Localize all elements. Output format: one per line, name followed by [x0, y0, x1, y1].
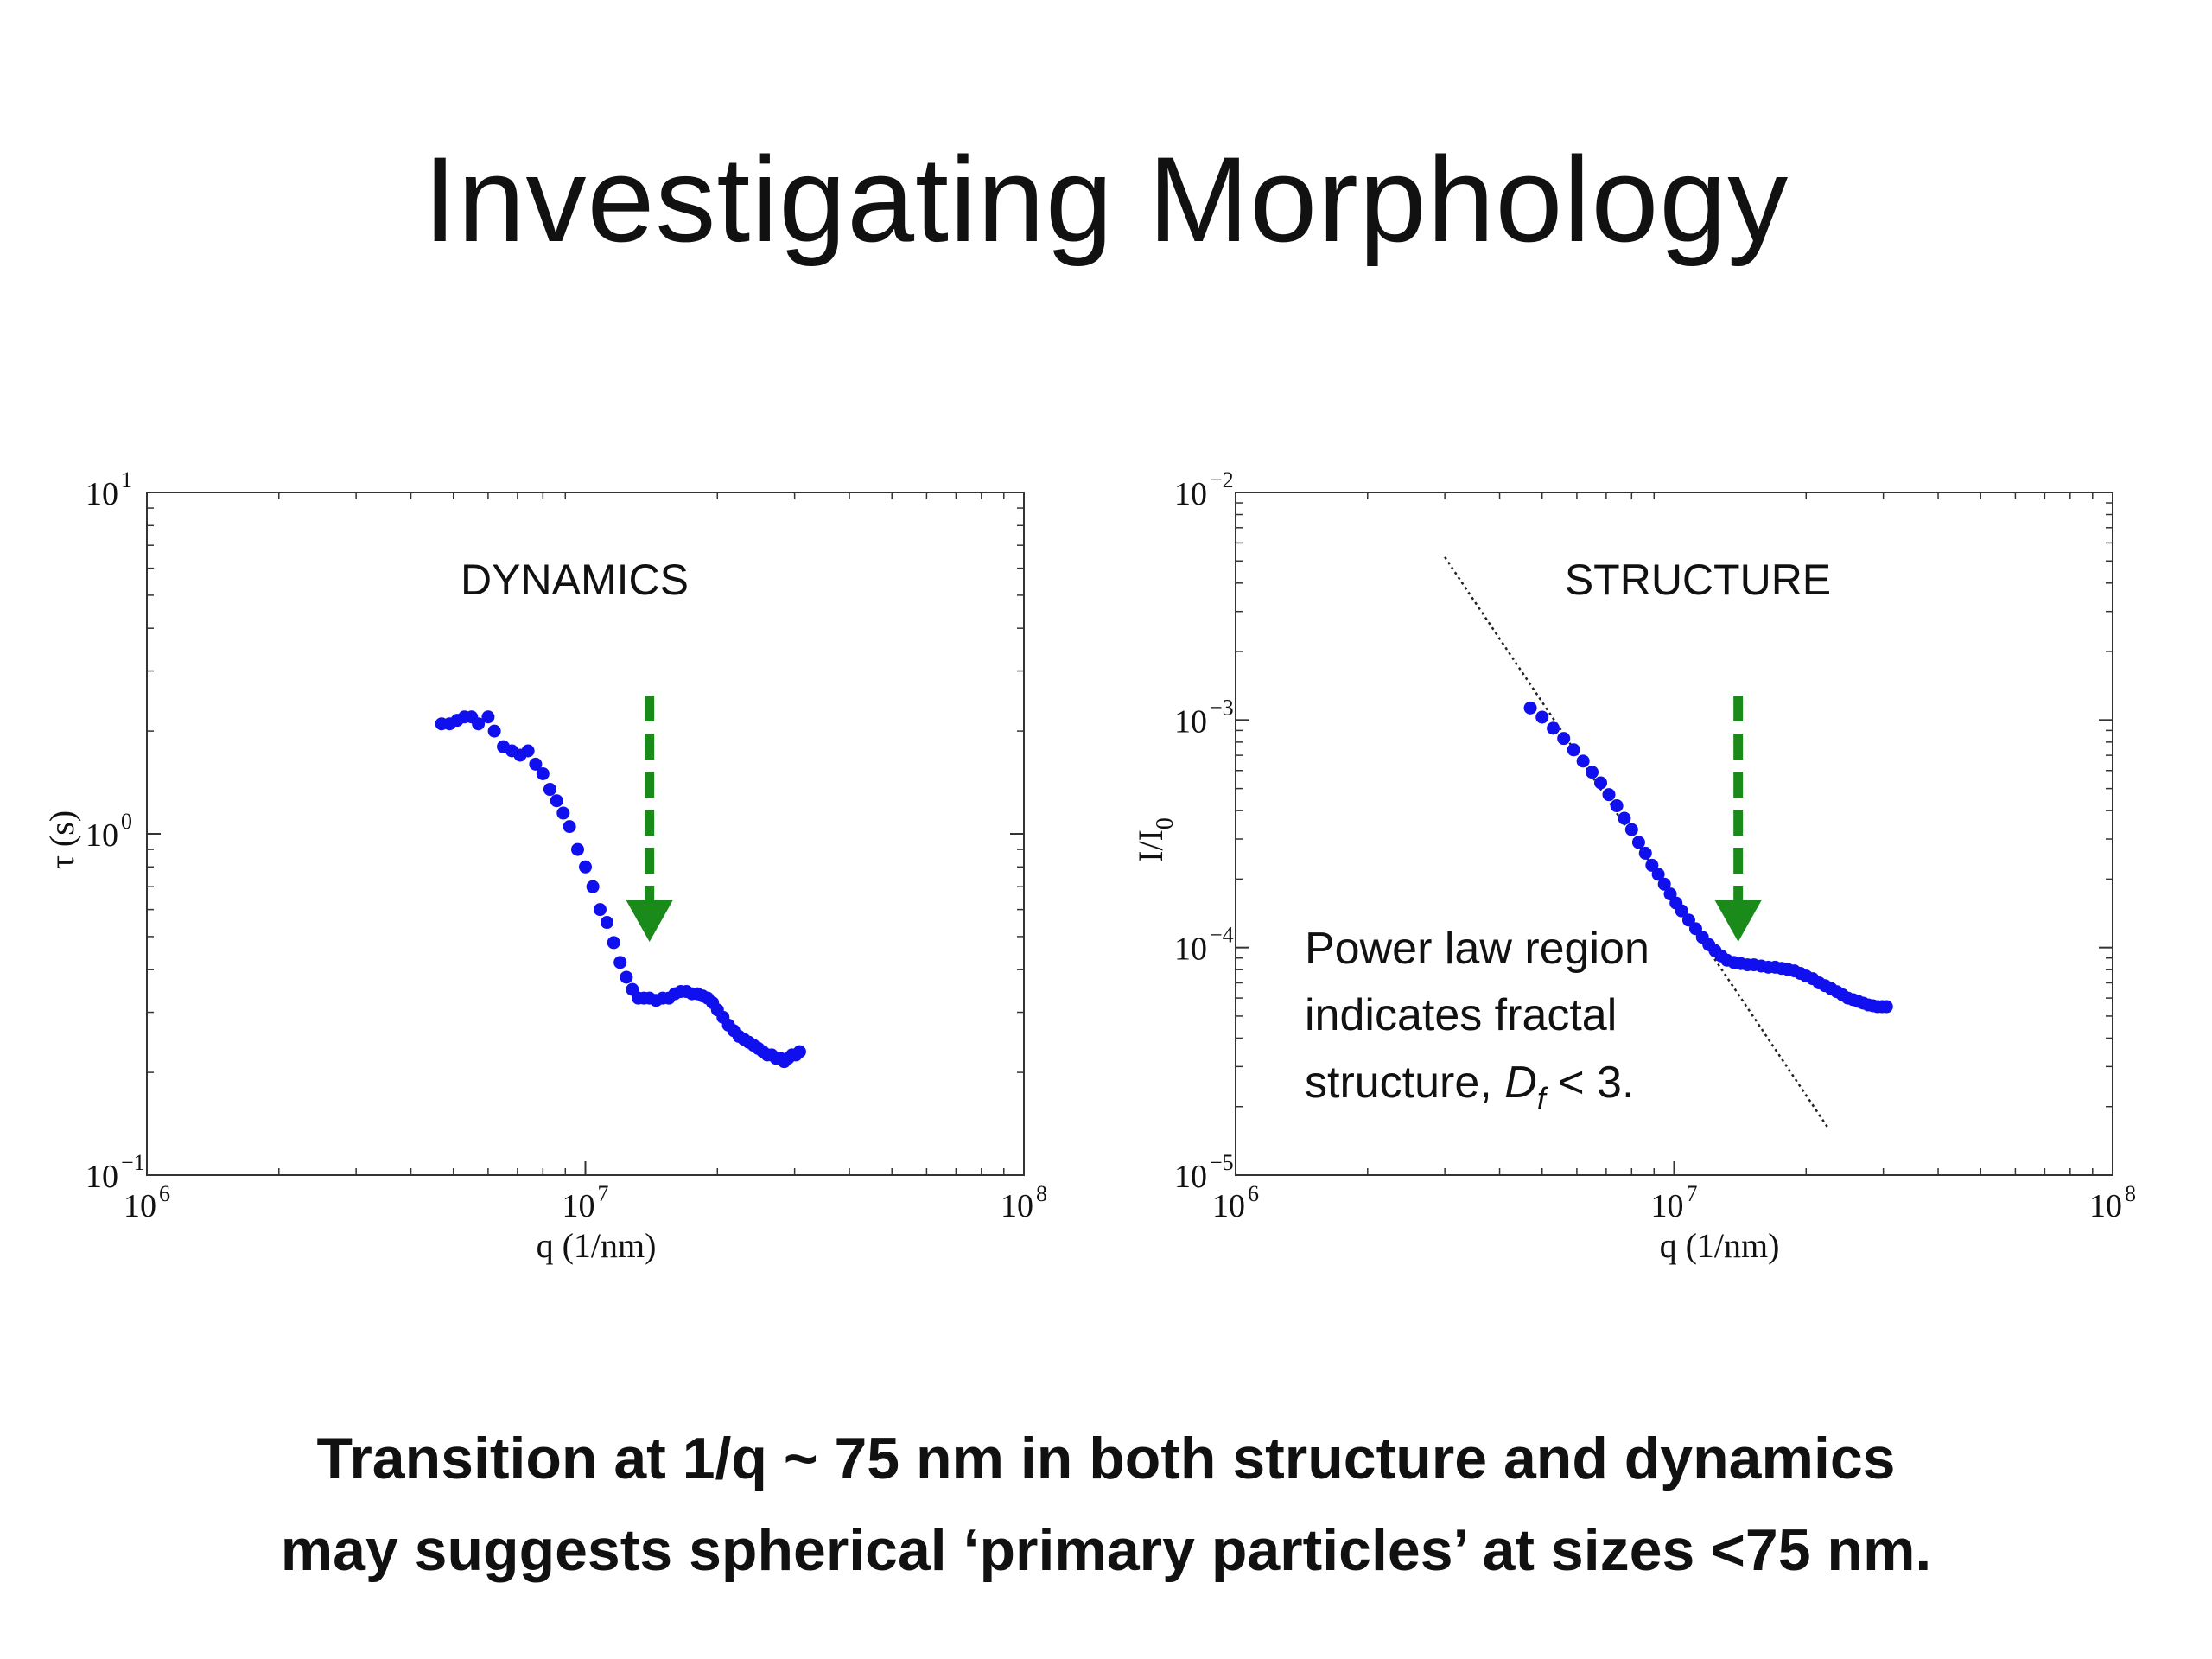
structure-y-tick-exponent: −2 [1210, 467, 1234, 493]
annotation-line-3: structure, Df < 3. [1305, 1058, 1634, 1116]
dynamics-y-tick-exponent: −1 [121, 1150, 145, 1175]
structure-data-point [1675, 904, 1688, 918]
dynamics-data-point [586, 880, 600, 893]
dynamics-data-point [579, 860, 592, 874]
structure-data-point [1879, 1000, 1893, 1014]
dynamics-data-point [571, 842, 585, 856]
structure-y-tick-label: 10 [1174, 931, 1207, 968]
structure-data-point [1593, 776, 1607, 790]
dynamics-x-tick-exponent: 6 [159, 1181, 170, 1206]
dynamics-data-point [543, 783, 556, 797]
structure-x-tick-label: 10 [1212, 1188, 1245, 1224]
structure-chart-title: STRUCTURE [1565, 556, 1831, 604]
structure-x-tick-exponent: 7 [1687, 1181, 1698, 1206]
structure-y-tick-label: 10 [1174, 476, 1207, 512]
dynamics-y-tick-label: 10 [86, 1159, 118, 1195]
dynamics-y-tick-exponent: 1 [121, 467, 132, 493]
caption-line-2: may suggests spherical ‘primary particle… [280, 1517, 1932, 1583]
structure-x-tick-exponent: 8 [2125, 1181, 2136, 1206]
fractal-annotation: Power law region indicates fractal struc… [1305, 924, 1649, 1116]
dynamics-x-tick-label: 10 [124, 1188, 156, 1224]
dynamics-chart: DYNAMICS q (1/nm) τ (s) 10 6 10 7 10 810 −110 0… [42, 467, 1047, 1265]
dynamics-data-point [536, 766, 550, 780]
dynamics-data-point [620, 970, 633, 984]
structure-y-tick-label: 10 [1174, 703, 1207, 740]
structure-chart: STRUCTURE q (1/nm) I/I0 Power law region… [1131, 467, 2136, 1265]
structure-y-tick-label: 10 [1174, 1159, 1207, 1195]
structure-data-point [1602, 788, 1616, 802]
structure-data-point [1576, 754, 1590, 768]
slide-title: Investigating Morphology [423, 131, 1789, 267]
structure-data-point [1651, 868, 1665, 881]
dynamics-y-tick-label: 10 [86, 476, 118, 512]
dynamics-data-point [556, 806, 570, 820]
caption-line-1: Transition at 1/q ~ 75 nm in both struct… [316, 1426, 1896, 1491]
structure-x-tick-label: 10 [1651, 1188, 1684, 1224]
slide-caption: Transition at 1/q ~ 75 nm in both struct… [0, 1413, 2212, 1596]
structure-data-point [1645, 858, 1659, 872]
dynamics-data-point [607, 936, 620, 950]
structure-data-point [1610, 799, 1624, 813]
structure-data-point [1657, 877, 1671, 891]
dynamics-x-tick-exponent: 7 [598, 1181, 609, 1206]
structure-data-point [1638, 846, 1652, 860]
structure-data-point [1547, 721, 1560, 735]
dynamics-data-point [563, 820, 576, 834]
dynamics-y-tick-label: 10 [86, 817, 118, 854]
structure-data-point [1567, 743, 1580, 757]
structure-transition-arrow-head [1714, 900, 1762, 942]
structure-data-point [1624, 823, 1638, 836]
structure-data-point [1557, 732, 1571, 746]
dynamics-data-point [600, 916, 613, 930]
structure-x-tick-label: 10 [2089, 1188, 2122, 1224]
structure-data-point [1586, 766, 1599, 779]
dynamics-data-point [550, 794, 563, 808]
dynamics-chart-title: DYNAMICS [461, 556, 689, 604]
dynamics-transition-arrow-head [626, 900, 673, 942]
annotation-line-1: Power law region [1305, 924, 1649, 974]
dynamics-x-tick-exponent: 8 [1036, 1181, 1047, 1206]
structure-data-point [1681, 913, 1695, 927]
structure-data-point [1523, 701, 1537, 715]
structure-data-point [1631, 836, 1645, 849]
structure-y-tick-exponent: −4 [1210, 923, 1234, 948]
dynamics-data-point [521, 744, 535, 758]
dynamics-data-point [481, 710, 495, 724]
dynamics-x-tick-label: 10 [563, 1188, 595, 1224]
dynamics-data-point [792, 1045, 806, 1058]
dynamics-x-axis-label: q (1/nm) [537, 1226, 657, 1265]
dynamics-data-point [613, 956, 627, 969]
dynamics-y-tick-exponent: 0 [121, 809, 132, 834]
dynamics-data-point [472, 717, 486, 731]
structure-y-tick-exponent: −5 [1210, 1150, 1234, 1175]
annotation-line-2: indicates fractal [1305, 990, 1617, 1040]
dynamics-y-axis-label: τ (s) [42, 810, 81, 869]
structure-data-point [1618, 811, 1631, 825]
structure-x-axis-label: q (1/nm) [1660, 1226, 1780, 1265]
dynamics-data-point [593, 903, 607, 917]
structure-data-point [1535, 710, 1549, 724]
dynamics-x-tick-label: 10 [1001, 1188, 1033, 1224]
dynamics-data-point [487, 724, 501, 738]
dynamics-data-point [529, 757, 543, 771]
structure-x-tick-exponent: 6 [1248, 1181, 1259, 1206]
structure-y-axis-label: I/I0 [1131, 817, 1179, 862]
structure-y-tick-exponent: −3 [1210, 695, 1234, 720]
